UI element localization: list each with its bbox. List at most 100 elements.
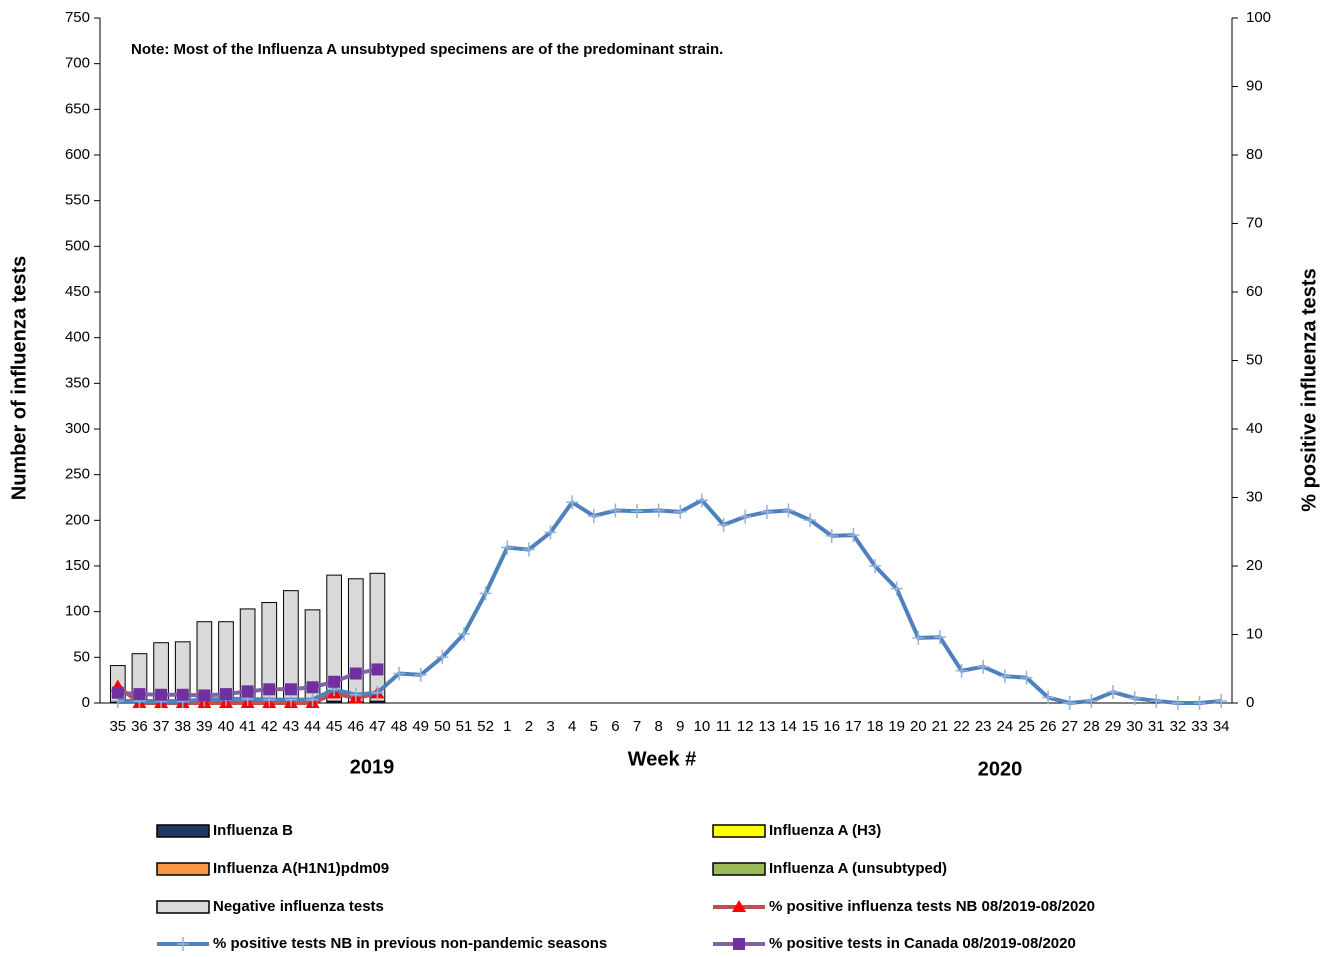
- marker: [436, 650, 449, 665]
- y2-tick-label: 90: [1246, 77, 1263, 94]
- x-tick-label: 2: [525, 718, 533, 735]
- y-tick-label: 750: [65, 9, 90, 26]
- marker: [479, 586, 492, 601]
- y-tick-label: 200: [65, 511, 90, 528]
- y-tick-label: 0: [82, 694, 90, 711]
- marker: [782, 503, 795, 518]
- x-tick-label: 33: [1191, 718, 1208, 735]
- marker: [328, 675, 341, 688]
- legend-label: Negative influenza tests: [213, 898, 384, 915]
- y-tick-label: 400: [65, 329, 90, 346]
- x-tick-label: 30: [1126, 718, 1143, 735]
- marker: [955, 663, 968, 678]
- y2-tick-label: 40: [1246, 420, 1263, 437]
- x-tick-label: 10: [694, 718, 711, 735]
- marker: [977, 659, 990, 674]
- marker: [804, 513, 817, 528]
- x-tick-label: 7: [633, 718, 641, 735]
- x-tick-label: 21: [932, 718, 949, 735]
- marker: [631, 504, 644, 519]
- marker: [349, 667, 362, 680]
- x-tick-label: 11: [716, 718, 732, 735]
- y2-tick-label: 30: [1246, 488, 1263, 505]
- x-tick-label: 24: [996, 718, 1013, 735]
- x-tick-label: 49: [412, 718, 429, 735]
- marker: [717, 517, 730, 532]
- marker: [609, 503, 622, 518]
- y-tick-label: 350: [65, 374, 90, 391]
- x-tick-label: 26: [1040, 718, 1057, 735]
- marker: [393, 666, 406, 681]
- x-tick-label: 14: [780, 718, 797, 735]
- marker: [284, 683, 297, 696]
- marker: [1193, 696, 1206, 710]
- marker: [695, 493, 708, 508]
- marker: [760, 504, 773, 519]
- x-tick-label: 28: [1083, 718, 1100, 735]
- legend-swatch: [156, 862, 210, 876]
- marker: [1042, 690, 1055, 705]
- y2-tick-label: 10: [1246, 625, 1263, 642]
- marker: [501, 540, 514, 555]
- y-tick-label: 700: [65, 55, 90, 72]
- marker: [1085, 693, 1098, 708]
- marker: [674, 504, 687, 519]
- x-tick-label: 5: [590, 718, 598, 735]
- marker: [890, 581, 903, 596]
- y-tick-label: 50: [73, 648, 90, 665]
- marker: [733, 938, 745, 950]
- x-tick-label: 34: [1213, 718, 1230, 735]
- bar: [369, 572, 386, 702]
- y-tick-label: 550: [65, 192, 90, 209]
- x-tick-label: 51: [456, 718, 473, 735]
- legend-swatch: [712, 824, 766, 838]
- marker: [176, 688, 189, 701]
- marker: [414, 667, 427, 682]
- marker: [522, 542, 535, 557]
- marker: [1020, 670, 1033, 685]
- y-tick-label: 100: [65, 603, 90, 620]
- marker: [198, 689, 211, 702]
- legend-swatch: [156, 824, 210, 838]
- marker: [155, 688, 168, 701]
- marker: [933, 630, 946, 645]
- marker: [371, 685, 384, 700]
- x-tick-label: 44: [304, 718, 321, 735]
- x-tick-label: 1: [503, 718, 511, 735]
- x-tick-label: 36: [131, 718, 148, 735]
- note: Note: Most of the Influenza A unsubtyped…: [131, 41, 723, 58]
- marker: [1063, 696, 1076, 710]
- marker: [457, 626, 470, 641]
- x-tick-label: 29: [1105, 718, 1122, 735]
- x-tick-label: 25: [1018, 718, 1035, 735]
- x-tick-label: 39: [196, 718, 213, 735]
- legend-label: % positive tests NB in previous non-pand…: [213, 935, 607, 952]
- marker: [912, 630, 925, 645]
- bar: [347, 578, 364, 703]
- x-tick-label: 37: [153, 718, 170, 735]
- x-tick-label: 52: [477, 718, 494, 735]
- marker: [652, 503, 665, 518]
- x-tick-label: 31: [1148, 718, 1165, 735]
- x-tick-label: 23: [975, 718, 992, 735]
- x-tick-label: 13: [759, 718, 776, 735]
- y-tick-label: 450: [65, 283, 90, 300]
- x-tick-label: 43: [283, 718, 300, 735]
- x-tick-label: 6: [611, 718, 619, 735]
- bar: [326, 574, 343, 702]
- y-tick-label: 650: [65, 100, 90, 117]
- y-tick-label: 250: [65, 466, 90, 483]
- marker: [349, 687, 362, 702]
- year-label: 2019: [350, 756, 395, 778]
- marker: [998, 669, 1011, 684]
- y-tick-label: 600: [65, 146, 90, 163]
- x-tick-label: 20: [910, 718, 927, 735]
- x-tick-label: 22: [953, 718, 970, 735]
- x-tick-label: 3: [546, 718, 554, 735]
- marker: [1128, 691, 1141, 706]
- x-tick-label: 19: [888, 718, 905, 735]
- x-tick-label: 50: [434, 718, 451, 735]
- marker: [306, 692, 319, 707]
- x-tick-label: 46: [347, 718, 364, 735]
